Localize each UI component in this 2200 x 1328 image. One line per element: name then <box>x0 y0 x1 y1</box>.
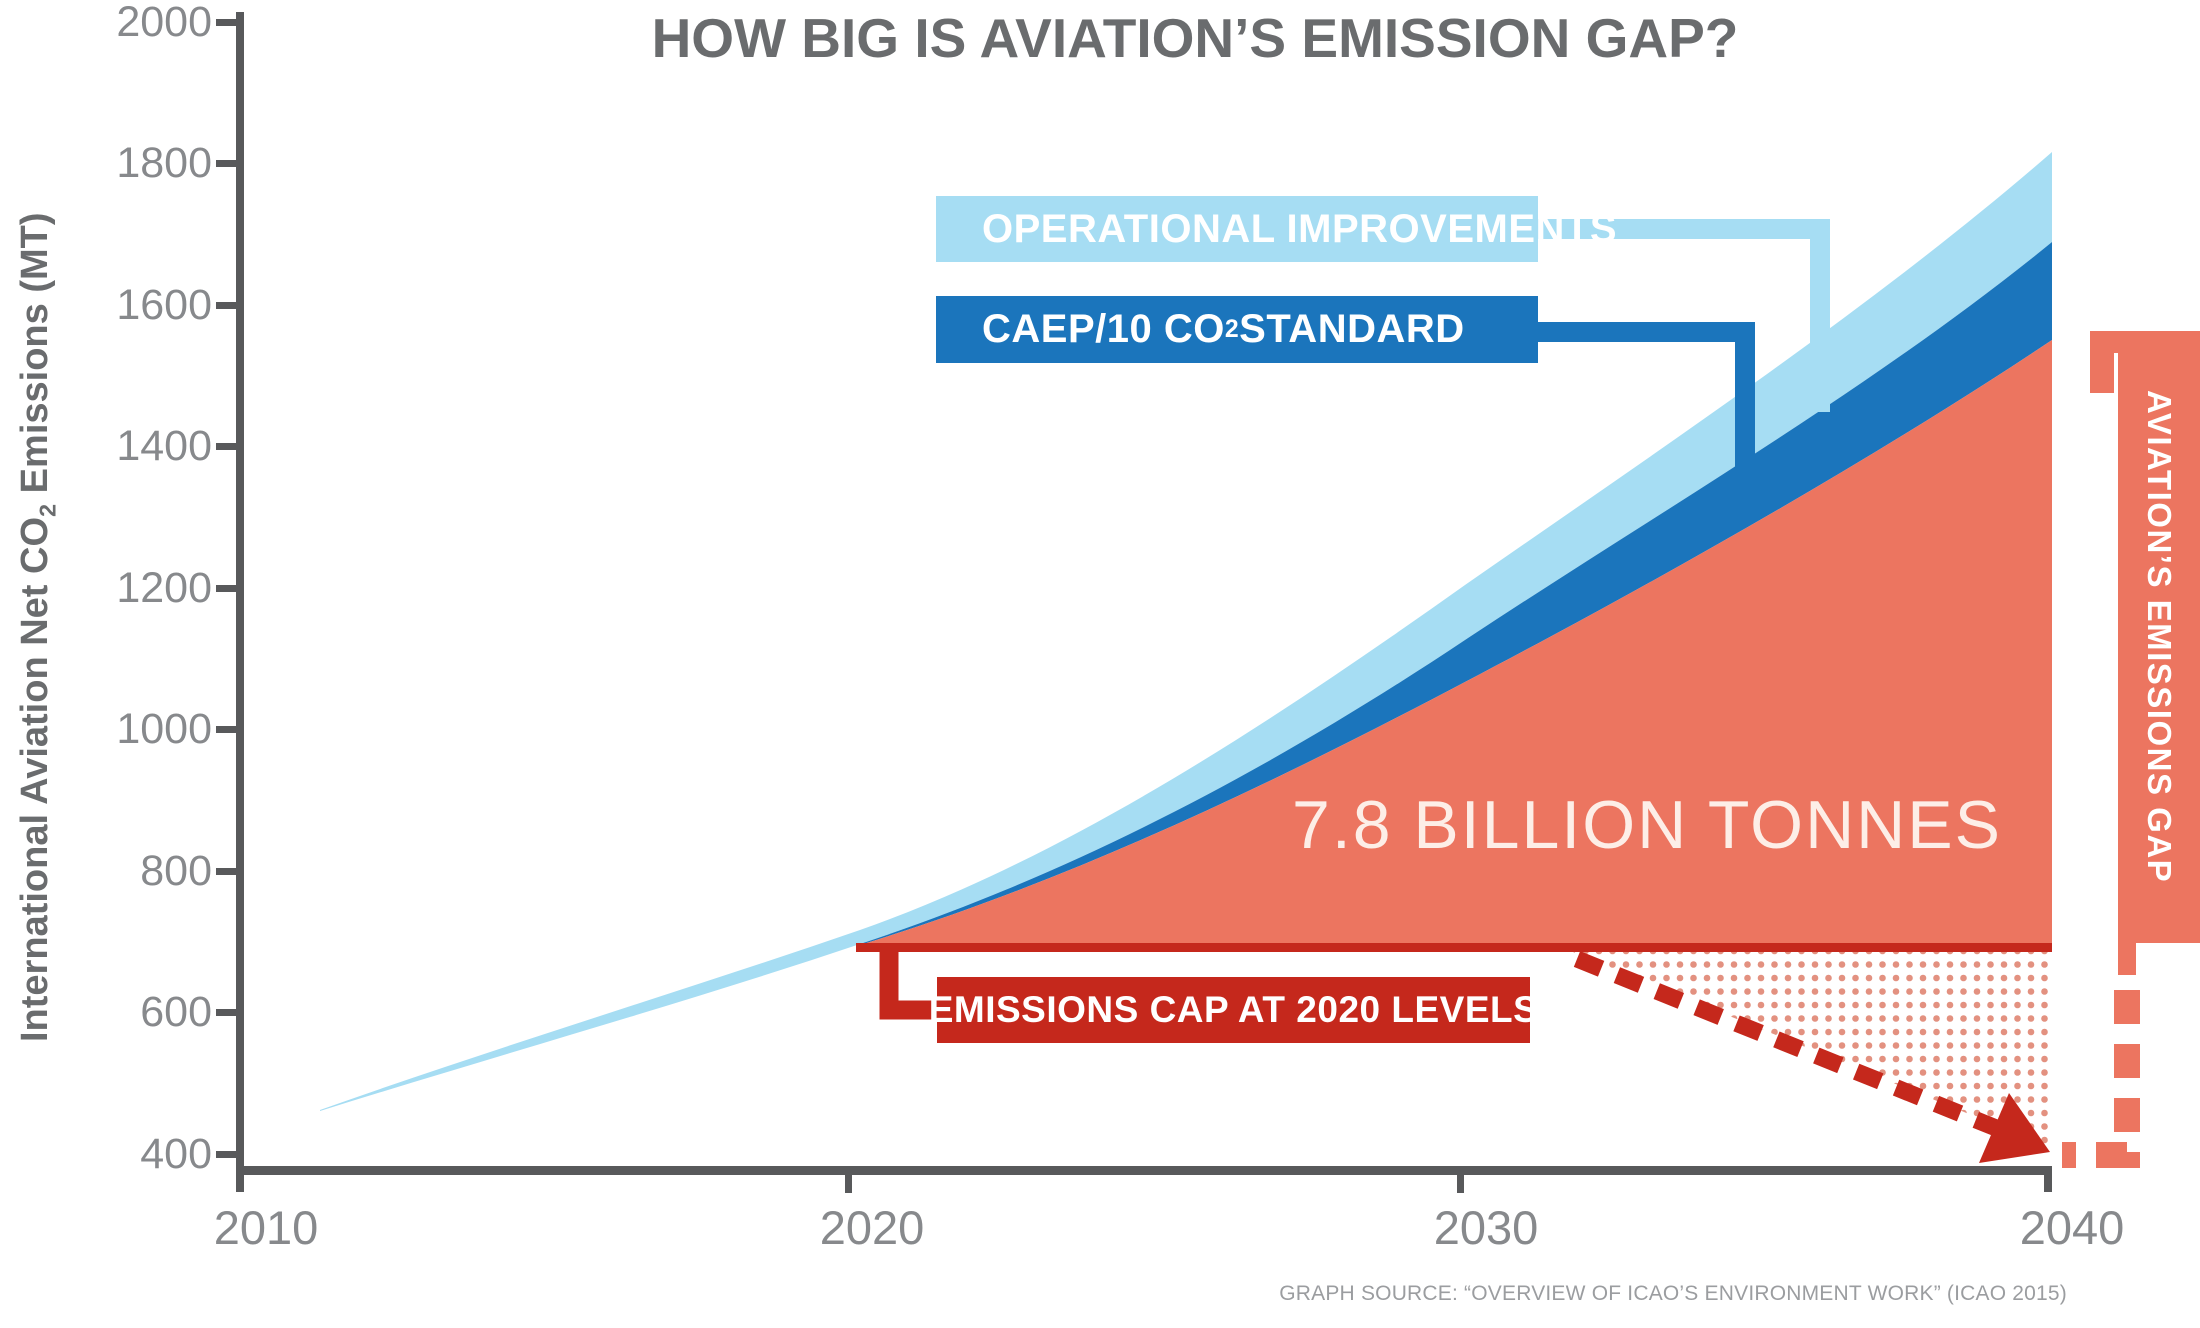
legend-operational-label: OPERATIONAL IMPROVEMENTS <box>982 206 1618 251</box>
y-tick-1200: 1200 <box>116 564 212 612</box>
dashed-arrowhead <box>1979 1093 2050 1163</box>
caep10-connector <box>1538 322 1755 500</box>
operational-connector <box>1538 219 1830 412</box>
y-tick-2000: 2000 <box>116 0 212 46</box>
x-tick-2020: 2020 <box>819 1201 925 1254</box>
emissions-cap-line <box>856 943 2052 952</box>
y-tick-600: 600 <box>140 988 212 1036</box>
gap-bracket-dashed-tail <box>2062 990 2140 1168</box>
y-tick-1400: 1400 <box>116 422 212 470</box>
y-axis-title: International Aviation Net CO2 Emissions… <box>14 212 61 1043</box>
gap-bracket-label: AVIATION’S EMISSIONS GAP <box>2141 390 2178 884</box>
y-tick-1600: 1600 <box>116 281 212 329</box>
legend-emissions-cap: EMISSIONS CAP AT 2020 LEVELS <box>929 977 1538 1043</box>
cap-label-connector <box>879 946 938 1020</box>
gap-value-label: 7.8 BILLION TONNES <box>1292 787 2002 863</box>
dotted-reduction-triangle <box>1573 952 2052 1148</box>
x-tick-2030: 2030 <box>1433 1201 1539 1254</box>
x-tick-2010: 2010 <box>213 1201 319 1254</box>
axes <box>216 12 2052 1193</box>
emissions-gap-area <box>860 340 2052 948</box>
y-tick-1000: 1000 <box>116 705 212 753</box>
chart-title: HOW BIG IS AVIATION’S EMISSION GAP? <box>651 7 1739 69</box>
emissions-cap-label: EMISSIONS CAP AT 2020 LEVELS <box>928 989 1539 1030</box>
y-tick-1800: 1800 <box>116 139 212 187</box>
caep-label-subscript: 2 <box>1224 315 1240 343</box>
legend-operational-improvements: OPERATIONAL IMPROVEMENTS <box>936 196 1617 262</box>
source-credit: GRAPH SOURCE: “OVERVIEW OF ICAO’S ENVIRO… <box>1279 1282 2067 1305</box>
y-tick-800: 800 <box>140 847 212 895</box>
y-tick-400: 400 <box>140 1130 212 1178</box>
dashed-reduction-arrow <box>1573 951 2010 1140</box>
legend-caep10-standard: CAEP/10 CO 2 STANDARD <box>936 296 1538 363</box>
x-tick-2040: 2040 <box>2019 1201 2125 1254</box>
y-axis-title-subscript: 2 <box>34 503 61 517</box>
gap-bracket <box>2062 331 2200 1168</box>
